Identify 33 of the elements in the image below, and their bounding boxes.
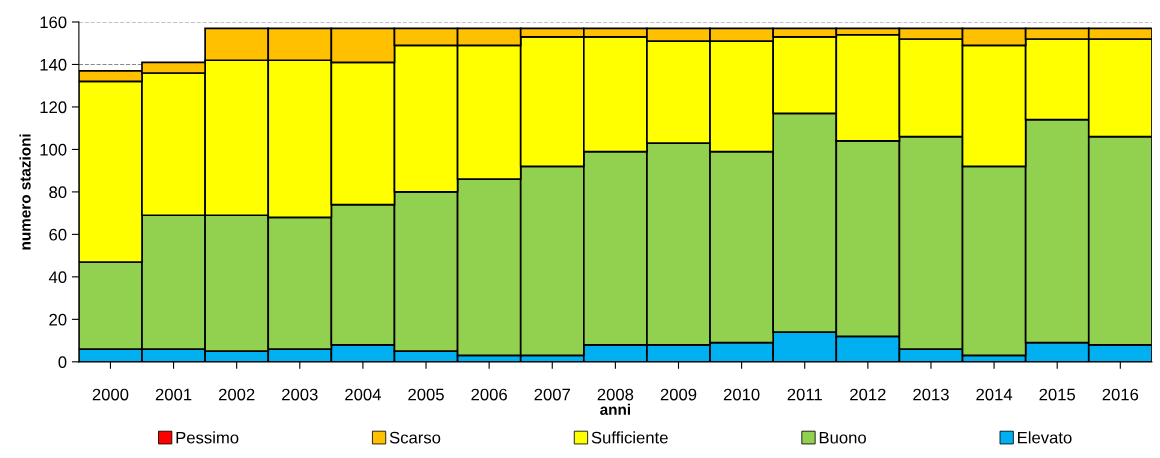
y-tick-label: 20: [49, 313, 67, 326]
y-tick-label: 100: [40, 143, 67, 156]
x-tick-label: 2011: [787, 388, 822, 401]
y-tick-label: 120: [40, 101, 67, 114]
x-tick-label: 2015: [1039, 388, 1076, 401]
y-tick-label: 140: [40, 58, 67, 71]
x-tick-label: 2014: [976, 388, 1013, 401]
y-tick-label: 0: [58, 356, 67, 369]
x-axis-title: anni: [600, 403, 630, 415]
x-tick-label: 2010: [723, 388, 760, 401]
y-tick-label: 80: [49, 186, 67, 199]
legend-label: Sufficiente: [591, 431, 668, 444]
x-tick-label: 2013: [913, 388, 949, 401]
legend-label: Pessimo: [176, 431, 239, 444]
legend-label: Buono: [819, 431, 866, 444]
y-tick-label: 160: [40, 16, 67, 29]
x-tick-label: 2002: [218, 388, 255, 401]
y-tick-label: 60: [49, 228, 67, 241]
legend-label: Scarso: [389, 431, 441, 444]
x-tick-label: 2003: [282, 388, 318, 401]
x-tick-label: 2001: [155, 388, 192, 401]
legend-label: Elevato: [1018, 431, 1072, 444]
x-tick-label: 2012: [850, 388, 886, 401]
x-tick-label: 2007: [534, 388, 570, 401]
x-tick-label: 2004: [345, 388, 381, 401]
y-axis-title: numero stazioni: [19, 134, 31, 250]
y-tick-label: 40: [48, 271, 67, 284]
x-tick-label: 2016: [1102, 388, 1139, 401]
x-tick-label: 2009: [660, 388, 697, 401]
x-tick-label: 2008: [597, 388, 634, 401]
x-tick-label: 2006: [471, 388, 507, 401]
x-tick-label: 2000: [92, 388, 129, 401]
x-tick-label: 2005: [408, 388, 444, 401]
